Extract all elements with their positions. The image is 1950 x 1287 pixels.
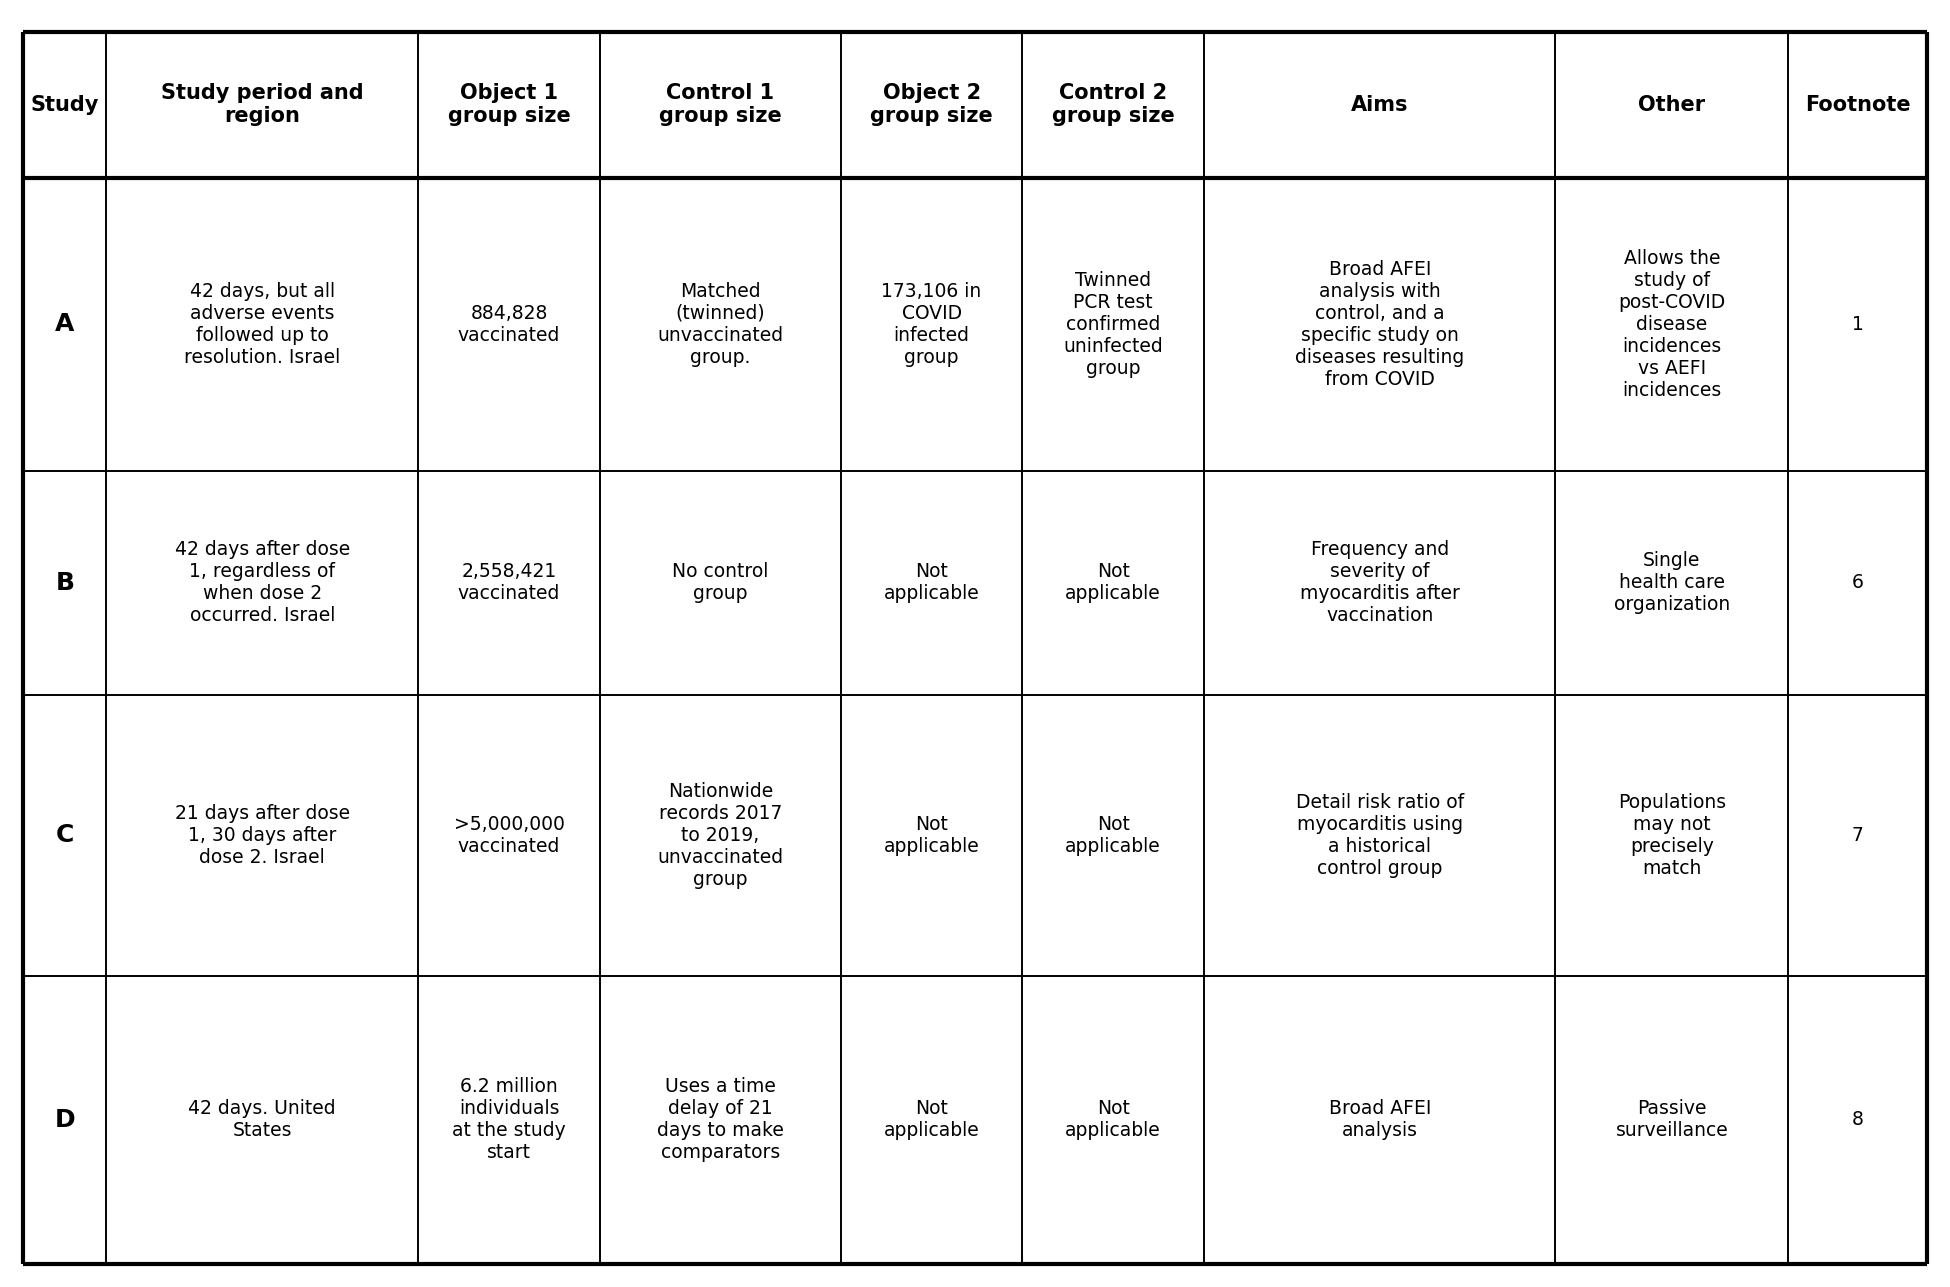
Text: Not
applicable: Not applicable bbox=[883, 562, 979, 604]
Bar bbox=[107, 976, 417, 1264]
Text: Control 1
group size: Control 1 group size bbox=[659, 84, 782, 126]
Text: 6.2 million
individuals
at the study
start: 6.2 million individuals at the study sta… bbox=[452, 1077, 566, 1162]
Bar bbox=[840, 471, 1022, 695]
Text: Populations
may not
precisely
match: Populations may not precisely match bbox=[1618, 793, 1726, 878]
Bar bbox=[417, 976, 601, 1264]
Bar bbox=[1556, 178, 1788, 471]
Text: 7: 7 bbox=[1852, 826, 1864, 844]
Text: 884,828
vaccinated: 884,828 vaccinated bbox=[458, 304, 560, 345]
Text: 2,558,421
vaccinated: 2,558,421 vaccinated bbox=[458, 562, 560, 604]
Text: Object 1
group size: Object 1 group size bbox=[448, 84, 571, 126]
Text: Allows the
study of
post-COVID
disease
incidences
vs AEFI
incidences: Allows the study of post-COVID disease i… bbox=[1618, 248, 1726, 399]
Text: Detail risk ratio of
myocarditis using
a historical
control group: Detail risk ratio of myocarditis using a… bbox=[1295, 793, 1464, 878]
Text: Broad AFEI
analysis: Broad AFEI analysis bbox=[1328, 1099, 1431, 1140]
Bar bbox=[1203, 976, 1556, 1264]
Text: Single
health care
organization: Single health care organization bbox=[1615, 551, 1730, 614]
Text: Not
applicable: Not applicable bbox=[883, 815, 979, 856]
Bar bbox=[1203, 178, 1556, 471]
Bar bbox=[1022, 471, 1203, 695]
Bar bbox=[1788, 178, 1927, 471]
Text: C: C bbox=[57, 824, 74, 847]
Bar bbox=[1788, 32, 1927, 178]
Bar bbox=[107, 695, 417, 976]
Text: Matched
(twinned)
unvaccinated
group.: Matched (twinned) unvaccinated group. bbox=[657, 282, 784, 367]
Bar bbox=[107, 32, 417, 178]
Text: Not
applicable: Not applicable bbox=[1065, 1099, 1160, 1140]
Text: Not
applicable: Not applicable bbox=[883, 1099, 979, 1140]
Bar bbox=[23, 976, 107, 1264]
Bar bbox=[601, 32, 840, 178]
Text: Twinned
PCR test
confirmed
uninfected
group: Twinned PCR test confirmed uninfected gr… bbox=[1063, 270, 1162, 377]
Text: B: B bbox=[55, 570, 74, 595]
Bar bbox=[840, 32, 1022, 178]
Bar bbox=[601, 178, 840, 471]
Text: Broad AFEI
analysis with
control, and a
specific study on
diseases resulting
fro: Broad AFEI analysis with control, and a … bbox=[1295, 260, 1464, 389]
Bar bbox=[1556, 976, 1788, 1264]
Bar bbox=[417, 32, 601, 178]
Text: Nationwide
records 2017
to 2019,
unvaccinated
group: Nationwide records 2017 to 2019, unvacci… bbox=[657, 781, 784, 889]
Bar bbox=[601, 976, 840, 1264]
Text: Footnote: Footnote bbox=[1804, 95, 1911, 115]
Text: 42 days, but all
adverse events
followed up to
resolution. Israel: 42 days, but all adverse events followed… bbox=[183, 282, 341, 367]
Bar bbox=[417, 471, 601, 695]
Text: 42 days after dose
1, regardless of
when dose 2
occurred. Israel: 42 days after dose 1, regardless of when… bbox=[176, 541, 349, 625]
Text: A: A bbox=[55, 311, 74, 336]
Text: D: D bbox=[55, 1108, 76, 1131]
Bar bbox=[840, 695, 1022, 976]
Bar bbox=[107, 178, 417, 471]
Bar bbox=[107, 471, 417, 695]
Bar bbox=[1556, 471, 1788, 695]
Text: No control
group: No control group bbox=[673, 562, 768, 604]
Bar bbox=[1022, 32, 1203, 178]
Bar bbox=[1788, 976, 1927, 1264]
Bar bbox=[1788, 695, 1927, 976]
Text: Control 2
group size: Control 2 group size bbox=[1051, 84, 1174, 126]
Text: Study: Study bbox=[31, 95, 99, 115]
Text: 173,106 in
COVID
infected
group: 173,106 in COVID infected group bbox=[881, 282, 981, 367]
Text: 21 days after dose
1, 30 days after
dose 2. Israel: 21 days after dose 1, 30 days after dose… bbox=[176, 803, 349, 866]
Bar bbox=[1556, 695, 1788, 976]
Text: 1: 1 bbox=[1852, 314, 1864, 333]
Bar bbox=[23, 32, 107, 178]
Bar bbox=[23, 471, 107, 695]
Bar bbox=[601, 471, 840, 695]
Text: >5,000,000
vaccinated: >5,000,000 vaccinated bbox=[454, 815, 564, 856]
Text: Passive
surveillance: Passive surveillance bbox=[1615, 1099, 1728, 1140]
Text: Not
applicable: Not applicable bbox=[1065, 562, 1160, 604]
Bar bbox=[840, 976, 1022, 1264]
Text: Uses a time
delay of 21
days to make
comparators: Uses a time delay of 21 days to make com… bbox=[657, 1077, 784, 1162]
Bar bbox=[601, 695, 840, 976]
Bar bbox=[23, 695, 107, 976]
Text: Other: Other bbox=[1638, 95, 1706, 115]
Text: Object 2
group size: Object 2 group size bbox=[870, 84, 993, 126]
Text: Study period and
region: Study period and region bbox=[162, 84, 363, 126]
Bar bbox=[1022, 695, 1203, 976]
Bar bbox=[840, 178, 1022, 471]
Text: 42 days. United
States: 42 days. United States bbox=[189, 1099, 335, 1140]
Text: 6: 6 bbox=[1852, 573, 1864, 592]
Text: 8: 8 bbox=[1852, 1111, 1864, 1129]
Text: Not
applicable: Not applicable bbox=[1065, 815, 1160, 856]
Text: Frequency and
severity of
myocarditis after
vaccination: Frequency and severity of myocarditis af… bbox=[1301, 541, 1461, 625]
Bar bbox=[1022, 976, 1203, 1264]
Text: Aims: Aims bbox=[1351, 95, 1408, 115]
Bar bbox=[1203, 695, 1556, 976]
Bar bbox=[1556, 32, 1788, 178]
Bar bbox=[417, 695, 601, 976]
Bar bbox=[23, 178, 107, 471]
Bar bbox=[1203, 471, 1556, 695]
Bar bbox=[417, 178, 601, 471]
Bar bbox=[1203, 32, 1556, 178]
Bar bbox=[1788, 471, 1927, 695]
Bar bbox=[1022, 178, 1203, 471]
